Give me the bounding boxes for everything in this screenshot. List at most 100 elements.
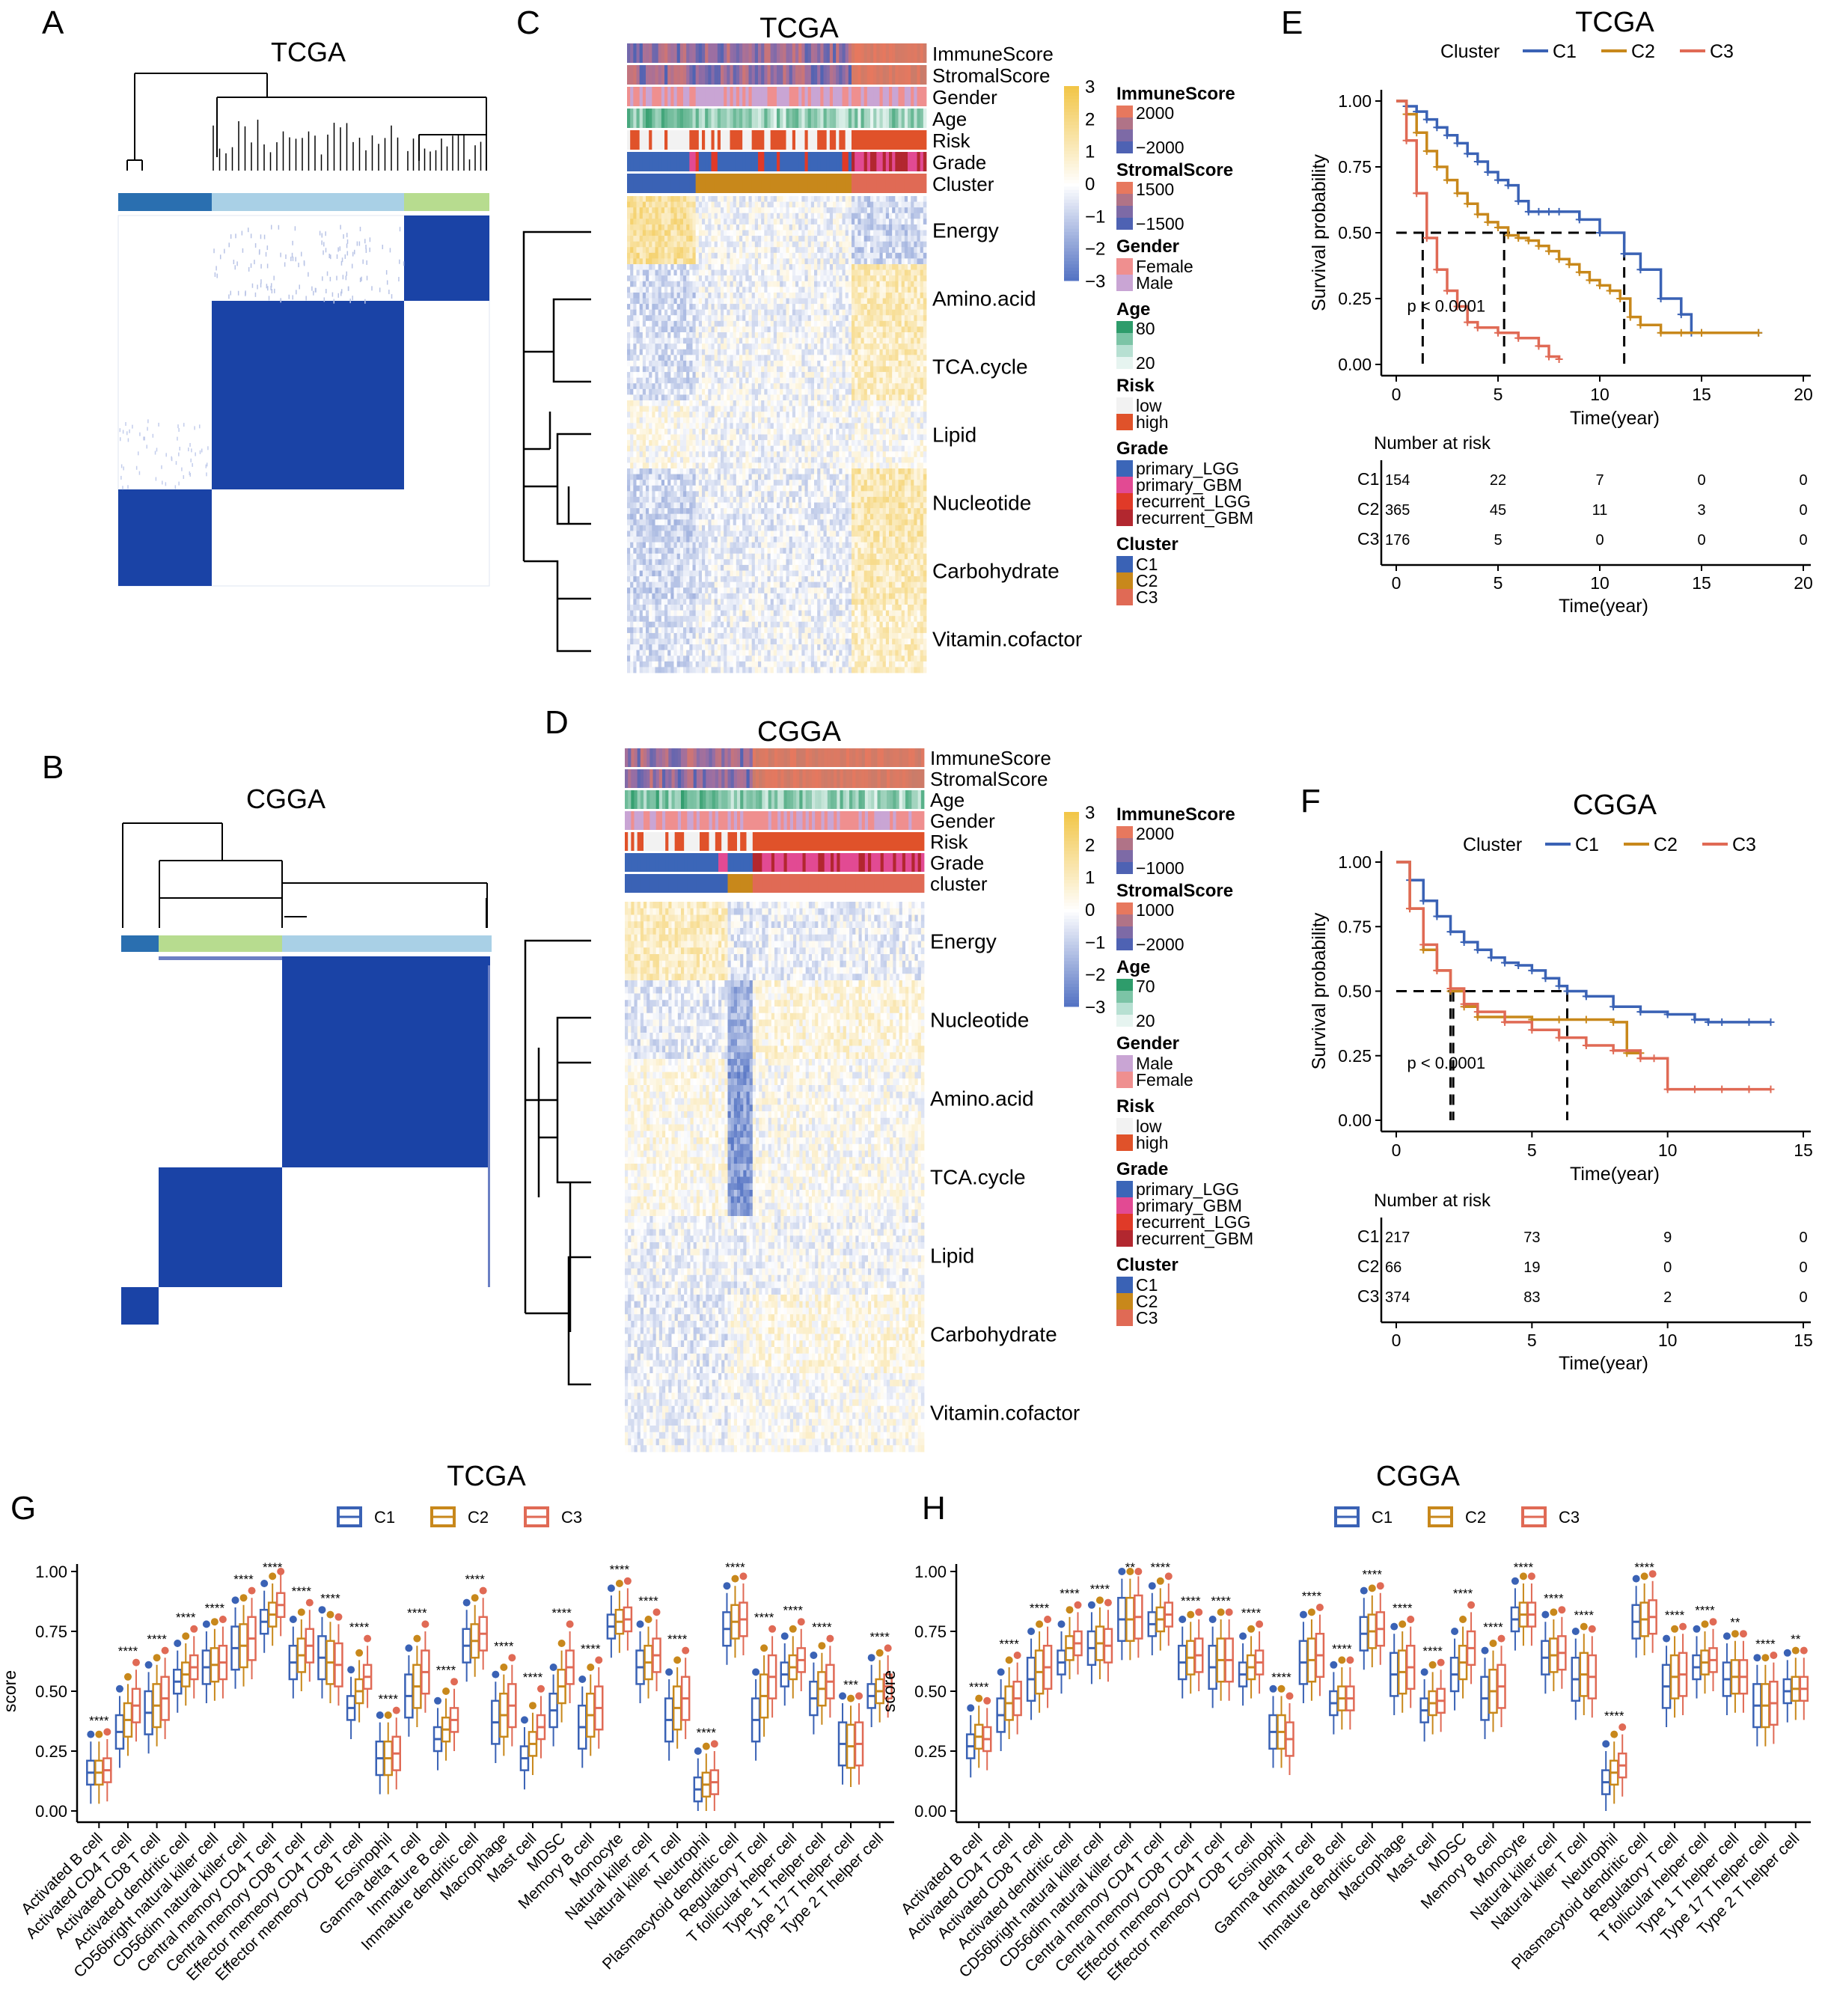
heatmap-cell (860, 292, 865, 299)
heatmap-cell (792, 360, 796, 367)
annotation-cell (733, 174, 737, 193)
heatmap-cell (714, 252, 718, 259)
heatmap-cell (739, 428, 743, 435)
heatmap-cell (655, 417, 659, 424)
heatmap-cell (876, 400, 880, 406)
annotation-cell (670, 87, 674, 106)
heatmap-cell (777, 292, 780, 299)
annotation-cell (702, 152, 706, 171)
annotation-cell (664, 65, 668, 85)
heatmap-cell (882, 304, 887, 311)
heatmap-cell (627, 292, 631, 299)
heatmap-cell (858, 252, 861, 259)
heatmap-cell (860, 252, 865, 259)
heatmap-cell (889, 377, 893, 384)
annotation-cell (904, 152, 908, 171)
heatmap-cell (804, 406, 809, 412)
heatmap-cell (823, 258, 828, 265)
heatmap-cell (661, 258, 665, 265)
heatmap-cell (655, 355, 659, 361)
heatmap-cell (826, 383, 831, 390)
heatmap-cell (845, 417, 849, 424)
heatmap-cell (702, 412, 706, 418)
heatmap-cell (698, 315, 703, 322)
heatmap-cell (630, 400, 634, 406)
matrix-speckle (147, 419, 149, 424)
matrix-speckle (359, 227, 361, 232)
heatmap-cell (904, 326, 908, 333)
heatmap-cell (845, 309, 849, 316)
heatmap-cell (817, 406, 821, 412)
heatmap-cell (920, 275, 924, 282)
heatmap-cell (911, 258, 914, 265)
heatmap-cell (804, 377, 809, 384)
matrix-speckle (120, 464, 123, 468)
annotation-cell (852, 65, 855, 85)
annotation-cell (917, 152, 921, 171)
heatmap-cell (876, 326, 880, 333)
heatmap-cell (773, 320, 777, 327)
heatmap-cell (804, 258, 809, 265)
heatmap-cell (911, 406, 914, 412)
annotation-cell (833, 130, 837, 150)
heatmap-cell (695, 326, 700, 333)
heatmap-cell (873, 213, 877, 219)
heatmap-cell (908, 400, 911, 406)
matrix-speckle (122, 486, 123, 490)
heatmap-cell (764, 417, 768, 424)
heatmap-cell (764, 343, 768, 350)
heatmap-cell (730, 281, 734, 287)
heatmap-cell (895, 304, 899, 311)
heatmap-cell (795, 241, 799, 248)
annotation-cell (695, 109, 700, 128)
annotation-cell (848, 87, 852, 106)
annotation-cell (914, 87, 917, 106)
heatmap-cell (852, 377, 855, 384)
annotation-cell (833, 109, 837, 128)
heatmap-cell (895, 241, 899, 248)
heatmap-cell (829, 320, 834, 327)
heatmap-cell (783, 275, 786, 282)
heatmap-cell (721, 269, 724, 276)
heatmap-cell (646, 309, 649, 316)
heatmap-cell (667, 377, 671, 384)
heatmap-cell (636, 304, 641, 311)
heatmap-cell (873, 269, 877, 276)
matrix-speckle (183, 474, 185, 479)
heatmap-cell (777, 298, 780, 305)
heatmap-cell (814, 230, 818, 236)
heatmap-cell (786, 406, 790, 412)
heatmap-cell (866, 428, 871, 435)
heatmap-cell (901, 309, 905, 316)
annotation-cell (814, 109, 818, 128)
heatmap-cell (655, 292, 659, 299)
heatmap-cell (839, 428, 843, 435)
annotation-cell (764, 152, 768, 171)
matrix-speckle (369, 247, 370, 252)
heatmap-cell (773, 388, 777, 395)
heatmap-cell (898, 377, 902, 384)
heatmap-cell (833, 406, 837, 412)
heatmap-cell (683, 332, 687, 338)
heatmap-cell (807, 275, 812, 282)
matrix-speckle (183, 423, 185, 427)
heatmap-cell (792, 315, 796, 322)
heatmap-cell (908, 264, 911, 270)
matrix-speckle (391, 294, 393, 299)
heatmap-cell (892, 394, 896, 401)
heatmap-cell (767, 281, 771, 287)
heatmap-cell (780, 241, 783, 248)
heatmap-cell (705, 394, 709, 401)
heatmap-cell (804, 315, 809, 322)
heatmap-cell (780, 287, 783, 293)
heatmap-cell (739, 332, 743, 338)
heatmap-cell (717, 332, 721, 338)
annotation-cell (833, 174, 837, 193)
heatmap-cell (630, 360, 634, 367)
heatmap-cell (633, 332, 637, 338)
heatmap-cell (783, 423, 786, 430)
matrix-speckle (313, 290, 314, 296)
annotation-cell (761, 43, 765, 63)
heatmap-cell (911, 304, 914, 311)
heatmap-cell (727, 275, 730, 282)
